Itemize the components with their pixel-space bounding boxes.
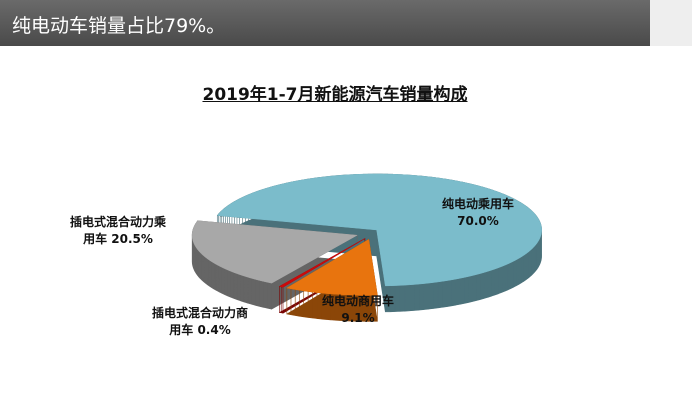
- value-label: 9.1%: [341, 311, 375, 325]
- slice: [216, 173, 542, 287]
- value-label: 70.0%: [457, 214, 499, 228]
- slice-side: [279, 238, 366, 314]
- header-bar: [0, 0, 650, 46]
- slice-label: 插电式混合动力乘用车 20.5%: [70, 214, 166, 248]
- slice-label: 纯电动商用车 9.1%: [303, 293, 413, 327]
- value-label: 20.5%: [111, 232, 153, 246]
- header-text: 纯电动车销量占比79%。: [12, 15, 226, 37]
- slice: [286, 238, 378, 296]
- category-label: 插电式混合动力乘用车: [70, 215, 167, 246]
- category-label: 插电式混合动力商用车: [152, 306, 249, 337]
- slice: [278, 238, 366, 288]
- value-label: 0.4%: [197, 323, 231, 337]
- slice: [191, 220, 358, 284]
- category-label: 纯电动商用车: [321, 294, 394, 308]
- slice-label: 纯电动乘用车 70.0%: [423, 196, 533, 230]
- category-label: 纯电动乘用车: [441, 197, 514, 211]
- slice-label: 插电式混合动力商用车 0.4%: [152, 305, 248, 339]
- header-edge: [650, 0, 692, 46]
- chart-title: 2019年1-7月新能源汽车销量构成: [202, 85, 468, 105]
